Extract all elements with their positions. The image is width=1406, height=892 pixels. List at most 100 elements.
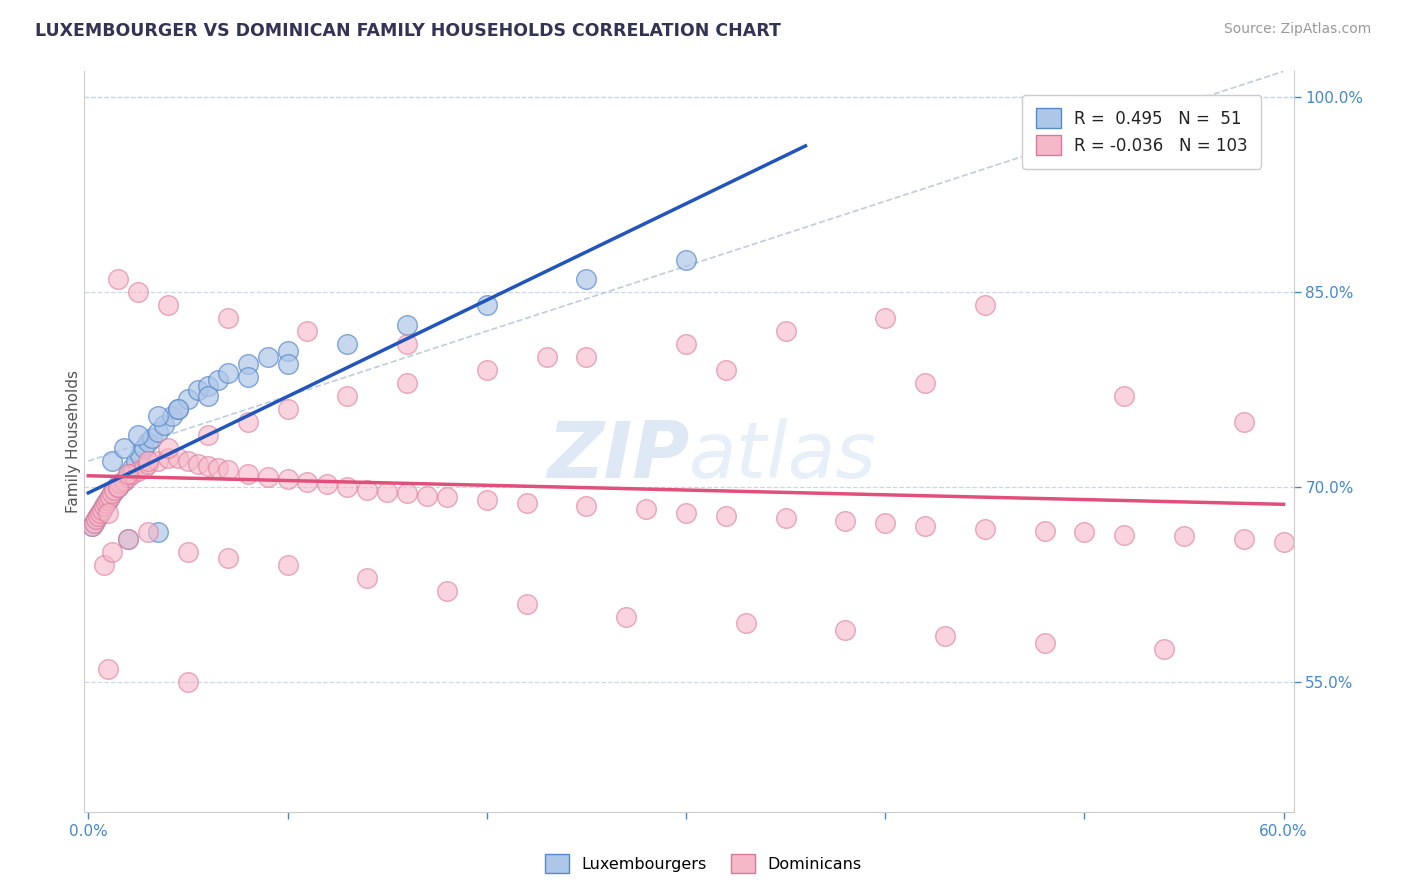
Point [187, 383, 209, 397]
Point [277, 558, 299, 572]
Point [101, 486, 124, 500]
Point [146, 454, 169, 468]
Point [575, 500, 598, 514]
Point [973, 522, 995, 536]
Point [117, 532, 139, 546]
Point [256, 469, 278, 483]
Point [1272, 534, 1295, 549]
Point [197, 378, 219, 392]
Point [516, 495, 538, 509]
Point [129, 448, 152, 462]
Point [516, 597, 538, 611]
Point [117, 469, 139, 483]
Point [277, 472, 299, 486]
Point [127, 428, 149, 442]
Point [207, 374, 229, 388]
Point [87, 508, 110, 523]
Point [217, 366, 239, 380]
Text: atlas: atlas [689, 418, 877, 494]
Point [675, 337, 697, 351]
Point [614, 610, 637, 624]
Point [1114, 528, 1136, 542]
Point [297, 324, 319, 338]
Point [98, 491, 121, 505]
Point [207, 460, 229, 475]
Point [197, 389, 219, 403]
Point [375, 485, 398, 500]
Point [236, 369, 259, 384]
Point [117, 467, 139, 481]
Point [96, 495, 118, 509]
Point [914, 376, 936, 390]
Point [146, 409, 169, 423]
Point [83, 516, 105, 531]
Point [475, 363, 498, 377]
Point [103, 483, 125, 498]
Point [177, 545, 200, 559]
Point [107, 480, 129, 494]
Point [475, 298, 498, 312]
Point [217, 311, 239, 326]
Point [396, 376, 419, 390]
Point [1114, 389, 1136, 403]
Point [775, 324, 797, 338]
Point [1233, 532, 1256, 546]
Point [107, 480, 129, 494]
Point [134, 460, 156, 475]
Legend: Luxembourgers, Dominicans: Luxembourgers, Dominicans [538, 847, 868, 880]
Point [236, 467, 259, 481]
Point [112, 441, 135, 455]
Point [110, 476, 132, 491]
Point [714, 363, 737, 377]
Point [121, 460, 143, 475]
Point [236, 357, 259, 371]
Point [416, 489, 439, 503]
Point [141, 431, 163, 445]
Point [356, 483, 378, 497]
Text: Source: ZipAtlas.com: Source: ZipAtlas.com [1223, 22, 1371, 37]
Point [636, 502, 658, 516]
Point [117, 467, 139, 481]
Point [93, 500, 115, 514]
Point [775, 511, 797, 525]
Point [217, 551, 239, 566]
Point [914, 519, 936, 533]
Text: ZIP: ZIP [547, 418, 689, 494]
Point [86, 512, 108, 526]
Point [256, 350, 278, 364]
Point [297, 475, 319, 489]
Point [134, 441, 156, 455]
Point [336, 389, 359, 403]
Point [101, 545, 124, 559]
Point [93, 558, 115, 572]
Point [187, 457, 209, 471]
Point [160, 409, 183, 423]
Point [117, 532, 139, 546]
Point [536, 350, 558, 364]
Point [136, 434, 159, 449]
Point [1173, 529, 1195, 543]
Point [127, 464, 149, 478]
Point [97, 493, 120, 508]
Point [110, 477, 132, 491]
Point [101, 486, 124, 500]
Point [91, 503, 114, 517]
Point [197, 459, 219, 474]
Point [475, 493, 498, 508]
Point [1073, 525, 1095, 540]
Point [91, 503, 114, 517]
Point [1033, 636, 1056, 650]
Point [167, 402, 190, 417]
Point [98, 491, 121, 505]
Point [973, 298, 995, 312]
Point [153, 417, 176, 432]
Point [107, 480, 129, 494]
Point [575, 272, 598, 286]
Point [396, 337, 419, 351]
Point [136, 454, 159, 468]
Point [97, 506, 120, 520]
Point [157, 441, 180, 455]
Point [356, 571, 378, 585]
Point [96, 495, 118, 509]
Point [436, 583, 458, 598]
